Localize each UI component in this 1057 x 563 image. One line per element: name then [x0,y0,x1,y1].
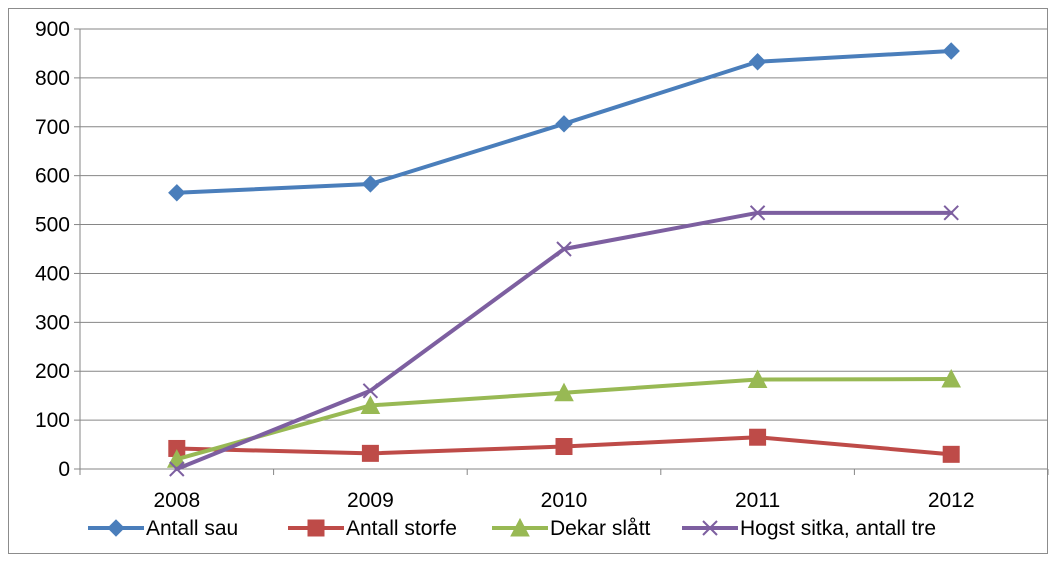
series-4-point [556,241,572,257]
y-tick-label: 500 [35,214,70,237]
series-1-point [555,115,573,133]
series-4-point [943,205,959,221]
y-tick-label: 700 [35,116,70,139]
legend-label: Antall storfe [346,517,457,540]
x-tick-label: 2010 [541,489,588,512]
x-tick-label: 2008 [153,489,200,512]
y-tick-label: 800 [35,67,70,90]
series-4-point [362,383,379,399]
legend-label: Dekar slått [550,517,651,540]
series-1-point [942,42,960,60]
series-2-point [942,445,960,463]
x-tick-label: 2011 [735,489,780,512]
series-line-4 [174,210,954,471]
legend-swatch-marker [307,519,325,537]
legend-swatch-marker [107,519,125,537]
y-tick-label: 600 [35,165,70,188]
legend-label: Hogst sitka, antall tre [740,517,936,540]
series-1-point [748,53,767,71]
series-2-point [749,428,767,446]
series-3-point [941,368,962,388]
legend-swatch-marker [702,520,718,536]
series-1-point [361,175,380,193]
x-tick-label: 2009 [347,489,394,512]
series-3-point [360,395,381,414]
y-tick-label: 0 [58,458,70,481]
series-3-point [747,369,768,389]
y-tick-label: 300 [35,311,70,334]
series-1-point [168,184,186,202]
series-2-point [555,438,573,456]
y-tick-label: 400 [35,262,70,285]
series-3-point [554,382,574,402]
series-2-point [361,444,379,462]
y-tick-label: 200 [35,360,70,383]
y-tick-label: 100 [35,409,70,432]
x-tick-label: 2012 [928,489,975,512]
y-tick-label: 900 [35,18,70,41]
series-4-point [749,205,766,221]
series-4-point [169,461,185,477]
legend-label: Antall sau [146,517,238,540]
legend-swatch-marker [510,517,530,537]
